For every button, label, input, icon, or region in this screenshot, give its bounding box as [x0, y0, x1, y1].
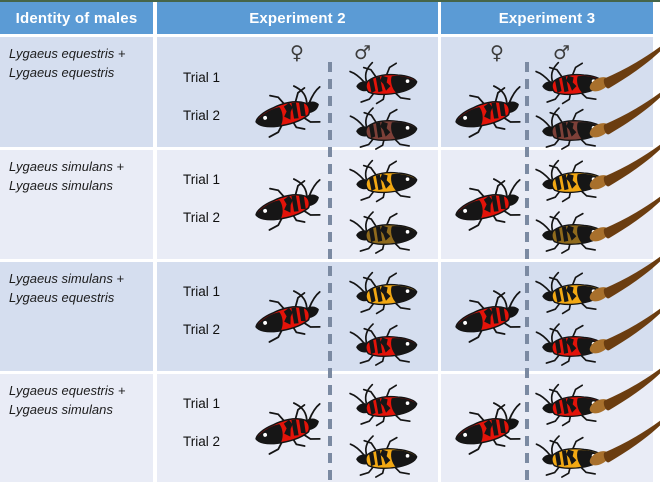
male-bug-icon [349, 381, 427, 426]
species-label: Lygaeus equestris + Lygaeus simulans [9, 383, 126, 417]
species-label: Lygaeus simulans + Lygaeus simulans [9, 159, 125, 193]
female-symbol-icon: ♀ [290, 42, 304, 64]
table-row: Lygaeus simulans + Lygaeus equestris Tri… [0, 262, 653, 371]
female-bug-icon [443, 404, 527, 452]
trial-label: Trial 1 [183, 396, 221, 411]
male-bug-icon [349, 209, 427, 254]
top-border [0, 0, 660, 2]
header-cell-experiment-3: Experiment 3 [441, 2, 653, 34]
trial-label: Trial 2 [183, 434, 221, 449]
experiment-2-cell: Trial 1 Trial 2 [157, 150, 438, 259]
species-label: Lygaeus equestris + Lygaeus equestris [9, 46, 126, 80]
trial-label: Trial 1 [183, 284, 221, 299]
male-bug-icon [349, 59, 427, 104]
experiment-3-cell: ♀ ♂ [441, 37, 653, 147]
experiment-2-cell: Trial 1 Trial 2 [157, 374, 438, 482]
male-symbol-icon: ♂ [354, 42, 372, 64]
female-bug-icon [443, 87, 527, 135]
header-cell-identity-of-males: Identity of males [0, 2, 153, 34]
male-bug-icon [535, 105, 613, 150]
trial-label: Trial 2 [183, 210, 221, 225]
trial-label: Trial 2 [183, 108, 221, 123]
male-bug-icon [535, 321, 613, 366]
experiment-2-cell: Trial 1 Trial 2 [157, 262, 438, 371]
experiment-2-cell: ♀ ♂ Trial 1 Trial 2 [157, 37, 438, 147]
male-bug-icon [535, 433, 613, 478]
male-bug-icon [535, 209, 613, 254]
female-bug-icon [443, 180, 527, 228]
female-bug-icon [243, 87, 327, 135]
female-bug-icon [443, 292, 527, 340]
table-row: Lygaeus equestris + Lygaeus equestris ♀ … [0, 37, 653, 147]
male-bug-icon [349, 157, 427, 202]
male-bug-icon [349, 321, 427, 366]
experiment-3-cell [441, 262, 653, 371]
male-bug-icon [349, 105, 427, 150]
table-row: Lygaeus simulans + Lygaeus simulans Tria… [0, 150, 653, 259]
female-bug-icon [243, 292, 327, 340]
species-label: Lygaeus simulans + Lygaeus equestris [9, 271, 125, 305]
trial-label: Trial 1 [183, 172, 221, 187]
male-bug-icon [535, 157, 613, 202]
header-cell-experiment-2: Experiment 2 [157, 2, 438, 34]
female-bug-icon [243, 404, 327, 452]
trial-label: Trial 2 [183, 322, 221, 337]
male-bug-icon [349, 269, 427, 314]
male-symbol-icon: ♂ [553, 42, 571, 64]
female-symbol-icon: ♀ [490, 42, 504, 64]
experiment-3-cell [441, 150, 653, 259]
experiment-3-cell [441, 374, 653, 482]
male-bug-icon [535, 269, 613, 314]
male-bug-icon [535, 381, 613, 426]
male-bug-icon [535, 59, 613, 104]
table-row: Lygaeus equestris + Lygaeus simulans Tri… [0, 374, 653, 482]
trial-label: Trial 1 [183, 70, 221, 85]
dashed-divider [525, 62, 529, 482]
dashed-divider [328, 62, 332, 482]
female-bug-icon [243, 180, 327, 228]
male-bug-icon [349, 433, 427, 478]
